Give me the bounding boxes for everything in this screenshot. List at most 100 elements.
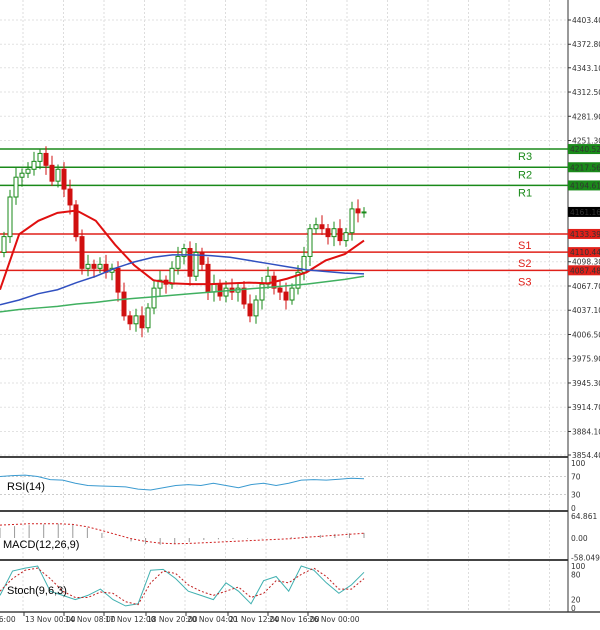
candle-body <box>157 279 163 289</box>
price-tick-label: 4281.90 <box>572 112 600 121</box>
stoch-tick: 20 <box>571 596 581 605</box>
moving-average-line <box>0 275 365 313</box>
level-label-R3: R3 <box>518 151 532 163</box>
rsi-tick: 100 <box>571 459 586 468</box>
candle-body <box>349 208 355 234</box>
rsi-tick: 0 <box>571 504 576 513</box>
price-tick-label: 4251.30 <box>572 137 600 146</box>
macd-tick: -58.049 <box>571 554 600 563</box>
candle-body <box>181 248 187 257</box>
price-tick-label: 3884.10 <box>572 427 600 436</box>
level-price: 4087.48 <box>570 266 600 275</box>
time-label: 20 Nov 04:00 <box>187 615 238 624</box>
level-price-badge <box>568 162 600 173</box>
candle-body <box>247 303 253 317</box>
candle-body <box>211 283 217 293</box>
price-tick-label: 3945.30 <box>572 379 600 388</box>
time-label: 26 Nov 00:00 <box>309 615 360 624</box>
candle-body <box>49 164 55 182</box>
time-label: 13 Nov 00:00 <box>25 615 76 624</box>
time-label: 18 Nov 20:00 <box>147 615 198 624</box>
candle-body <box>67 188 73 206</box>
candle-body <box>199 251 205 265</box>
candle-body <box>283 291 289 301</box>
time-label: 14 Nov 08:00 <box>65 615 116 624</box>
price-tick-label: 4372.80 <box>572 40 600 49</box>
level-label-R1: R1 <box>518 187 532 199</box>
candle-body <box>31 160 37 170</box>
candle-body <box>61 168 67 190</box>
level-label-S1: S1 <box>518 240 531 252</box>
price-tick-label: 4403.40 <box>572 16 600 25</box>
candle-body <box>85 263 91 269</box>
candle-body <box>217 283 223 297</box>
candle-body <box>223 287 229 297</box>
stoch-tick: 0 <box>571 604 576 613</box>
candle-body <box>307 228 313 257</box>
level-price: 4110.44 <box>570 248 600 257</box>
candle-body <box>133 315 139 325</box>
level-price-badge <box>568 247 600 258</box>
price-tick-label: 3975.90 <box>572 355 600 364</box>
candle-body <box>289 287 295 301</box>
rsi-label: RSI(14) <box>7 481 45 493</box>
stoch-k-line <box>0 565 365 607</box>
level-price-badge <box>568 228 600 239</box>
current-price: 4161.16 <box>570 208 600 217</box>
candle-body <box>43 152 49 166</box>
candle-body <box>127 315 133 325</box>
price-tick-label: 4343.10 <box>572 64 600 73</box>
candle-body <box>1 236 7 253</box>
candle-body <box>7 196 13 238</box>
level-label-S2: S2 <box>518 258 531 270</box>
candle-body <box>139 315 145 329</box>
level-price: 4194.61 <box>570 181 600 190</box>
time-label: 16:00 <box>0 615 16 624</box>
macd-signal-line <box>0 523 365 545</box>
rsi-tick: 70 <box>571 473 581 482</box>
stoch-label: Stoch(9,6,3) <box>7 585 67 597</box>
candle-body <box>337 228 343 242</box>
candle-body <box>259 283 265 301</box>
level-label-R2: R2 <box>518 169 532 181</box>
candle-body <box>277 287 283 293</box>
price-tick-label: 4037.10 <box>572 306 600 315</box>
level-price-badge <box>568 265 600 276</box>
macd-label: MACD(12,26,9) <box>3 539 79 551</box>
level-price-badge <box>568 180 600 191</box>
current-price-badge <box>568 206 600 217</box>
candle-body <box>361 211 367 214</box>
moving-average-line <box>0 209 365 291</box>
candle-body <box>319 224 325 230</box>
time-label: 24 Nov 16:00 <box>269 615 320 624</box>
candle-body <box>151 287 157 309</box>
candle-body <box>73 204 79 238</box>
candle-body <box>13 176 19 198</box>
candle-body <box>25 168 31 174</box>
stoch-tick: 100 <box>571 562 586 571</box>
candle-body <box>205 263 211 293</box>
stoch-tick: 80 <box>571 570 581 579</box>
price-tick-label: 4067.70 <box>572 282 600 291</box>
time-label: 17 Nov 12:00 <box>105 615 156 624</box>
candle-body <box>355 208 361 214</box>
candle-body <box>169 267 175 285</box>
rsi-tick: 30 <box>571 491 581 500</box>
moving-average-line <box>0 254 365 306</box>
level-price: 4133.39 <box>570 230 600 239</box>
macd-tick: 0.00 <box>571 534 588 543</box>
candle-body <box>91 263 97 269</box>
level-price: 4240.52 <box>570 145 600 154</box>
candle-body <box>253 299 259 317</box>
candle-body <box>19 172 25 178</box>
candle-body <box>55 168 61 182</box>
macd-tick: 64.861 <box>571 512 597 521</box>
candle-body <box>295 271 301 289</box>
time-label: 21 Nov 12:00 <box>229 615 280 624</box>
rsi-line <box>0 474 365 491</box>
candle-body <box>97 263 103 269</box>
level-label-S3: S3 <box>518 276 531 288</box>
candle-body <box>145 307 151 329</box>
candle-body <box>79 236 85 269</box>
